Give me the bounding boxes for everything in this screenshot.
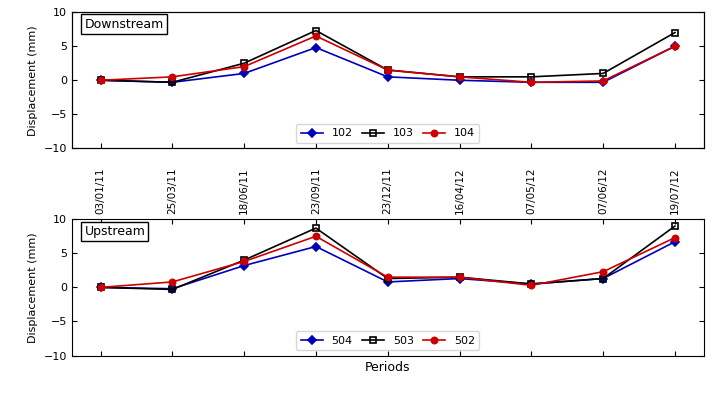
502: [312, 234, 320, 239]
503: [168, 287, 177, 292]
103: [312, 28, 320, 33]
Text: Upstream: Upstream: [85, 225, 145, 238]
502: [599, 269, 607, 274]
Y-axis label: Displacement (mm): Displacement (mm): [28, 25, 38, 136]
103: [168, 80, 177, 85]
503: [599, 276, 607, 281]
504: [168, 286, 177, 291]
503: [312, 226, 320, 231]
502: [240, 259, 248, 264]
Line: 103: 103: [98, 27, 678, 85]
104: [96, 78, 105, 83]
502: [168, 280, 177, 284]
102: [455, 78, 464, 83]
103: [527, 74, 536, 79]
Line: 502: 502: [98, 233, 678, 290]
102: [671, 44, 679, 48]
104: [671, 44, 679, 48]
102: [383, 74, 392, 79]
503: [671, 224, 679, 229]
502: [96, 285, 105, 290]
503: [455, 275, 464, 280]
103: [455, 74, 464, 79]
103: [96, 78, 105, 83]
503: [96, 285, 105, 290]
503: [383, 276, 392, 281]
104: [599, 78, 607, 83]
502: [455, 275, 464, 280]
Text: Downstream: Downstream: [85, 17, 164, 31]
102: [240, 71, 248, 76]
104: [312, 34, 320, 38]
103: [671, 30, 679, 35]
Y-axis label: Displacement (mm): Displacement (mm): [28, 232, 38, 343]
Line: 102: 102: [98, 43, 678, 85]
104: [527, 80, 536, 85]
X-axis label: Periods: Periods: [365, 361, 411, 374]
102: [168, 80, 177, 85]
504: [671, 239, 679, 244]
104: [168, 74, 177, 79]
Line: 104: 104: [98, 33, 678, 85]
504: [455, 276, 464, 281]
504: [240, 263, 248, 268]
Legend: 102, 103, 104: 102, 103, 104: [296, 124, 480, 143]
Legend: 504, 503, 502: 504, 503, 502: [296, 331, 480, 350]
102: [527, 80, 536, 85]
503: [527, 282, 536, 286]
102: [96, 78, 105, 83]
103: [240, 61, 248, 65]
504: [312, 244, 320, 249]
504: [96, 285, 105, 290]
503: [240, 258, 248, 263]
502: [671, 235, 679, 240]
102: [599, 80, 607, 85]
502: [527, 283, 536, 288]
104: [455, 74, 464, 79]
504: [383, 280, 392, 284]
504: [599, 276, 607, 281]
104: [383, 67, 392, 72]
102: [312, 45, 320, 50]
504: [527, 282, 536, 286]
103: [599, 71, 607, 76]
Line: 503: 503: [98, 223, 678, 292]
Line: 504: 504: [98, 239, 678, 292]
502: [383, 275, 392, 280]
103: [383, 67, 392, 72]
104: [240, 64, 248, 69]
